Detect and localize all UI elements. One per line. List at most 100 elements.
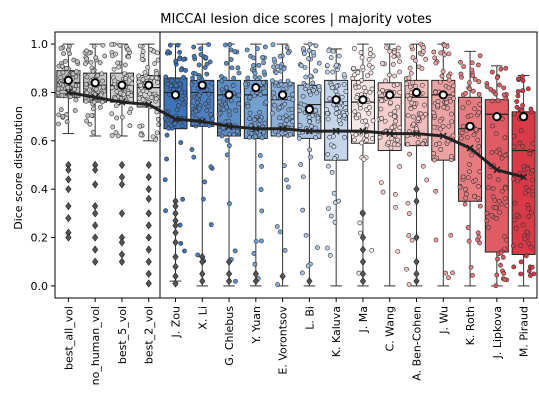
data-point [222, 76, 228, 82]
data-point [518, 128, 524, 134]
data-point [140, 97, 146, 103]
data-point [206, 42, 212, 47]
data-point [440, 123, 446, 129]
data-point [397, 59, 402, 65]
data-point [252, 117, 257, 123]
data-point [503, 185, 508, 191]
data-point [502, 196, 508, 201]
mean-marker [492, 112, 502, 122]
data-point [58, 75, 64, 80]
data-point [449, 111, 454, 117]
data-point [93, 55, 99, 61]
outlier-marker [145, 269, 152, 278]
data-point [466, 80, 472, 86]
data-point [379, 115, 384, 121]
data-point [407, 96, 413, 102]
data-point [446, 275, 451, 281]
data-point [440, 69, 446, 74]
mean-marker [144, 80, 154, 90]
data-point [64, 119, 70, 125]
data-point [457, 184, 463, 190]
outlier-marker [199, 257, 206, 266]
mean-marker [251, 83, 261, 93]
data-point [382, 118, 388, 124]
data-point [364, 123, 370, 128]
data-point [315, 115, 321, 121]
data-point [388, 111, 393, 117]
data-point [177, 56, 183, 62]
data-point [390, 61, 396, 67]
data-point [528, 210, 534, 216]
data-point [528, 273, 533, 278]
axis-layer: 0.0 0.2 0.4 0.6 0.8 1.0 best_all_vol no_human_v… [31, 38, 531, 385]
data-point [463, 186, 468, 192]
x-tick-label: K. Kaluva [330, 306, 343, 357]
data-point [230, 83, 236, 88]
data-point [366, 104, 372, 110]
outlier-marker [92, 180, 99, 189]
data-point [275, 282, 280, 287]
data-point [270, 42, 276, 48]
data-point [316, 84, 322, 89]
data-point [299, 270, 305, 276]
data-point [326, 48, 332, 54]
data-point [162, 177, 168, 183]
data-point [224, 104, 229, 110]
data-point [272, 95, 278, 101]
data-point [307, 119, 312, 125]
data-point [366, 110, 372, 116]
mean-marker [90, 78, 100, 88]
data-point [155, 80, 160, 85]
data-point [175, 103, 181, 108]
data-point [311, 88, 317, 93]
data-point [297, 123, 303, 128]
data-point [325, 63, 330, 68]
data-point [363, 118, 369, 124]
trend-marker [91, 93, 99, 101]
data-point [217, 99, 223, 105]
data-point [377, 134, 383, 140]
outlier-marker [118, 238, 126, 247]
data-point [356, 84, 362, 90]
data-point [182, 248, 187, 254]
data-point [274, 64, 280, 69]
data-point [262, 120, 268, 126]
data-point [384, 45, 390, 51]
x-tick-label: X. Li [196, 306, 209, 330]
trend-marker [359, 127, 367, 135]
data-point [499, 188, 505, 194]
data-point [109, 133, 115, 138]
outlier-marker [225, 276, 233, 286]
data-point [420, 114, 426, 120]
data-point [174, 107, 180, 113]
data-point [169, 78, 175, 83]
data-point [285, 50, 291, 56]
data-point [90, 106, 96, 112]
data-point [178, 67, 184, 73]
outlier-marker [65, 233, 72, 242]
data-point [465, 175, 471, 180]
trend-marker [332, 127, 340, 135]
data-point [177, 49, 182, 55]
data-point [475, 62, 481, 68]
outlier-marker [118, 180, 126, 189]
data-point [231, 75, 237, 81]
data-point [91, 43, 97, 49]
data-point [173, 58, 179, 64]
data-point [527, 151, 533, 157]
data-point [489, 150, 495, 155]
data-point [89, 112, 95, 118]
data-point [446, 123, 452, 129]
data-point [336, 198, 342, 204]
data-point [476, 143, 482, 149]
trend-marker [279, 125, 287, 133]
data-point [369, 86, 375, 92]
data-point [119, 114, 125, 120]
data-point [336, 117, 342, 123]
data-point [114, 115, 120, 121]
data-point [380, 189, 386, 195]
data-point [366, 62, 372, 68]
data-point [258, 187, 264, 192]
x-tick-label: best_2_vol [143, 306, 156, 364]
data-point [357, 230, 363, 236]
